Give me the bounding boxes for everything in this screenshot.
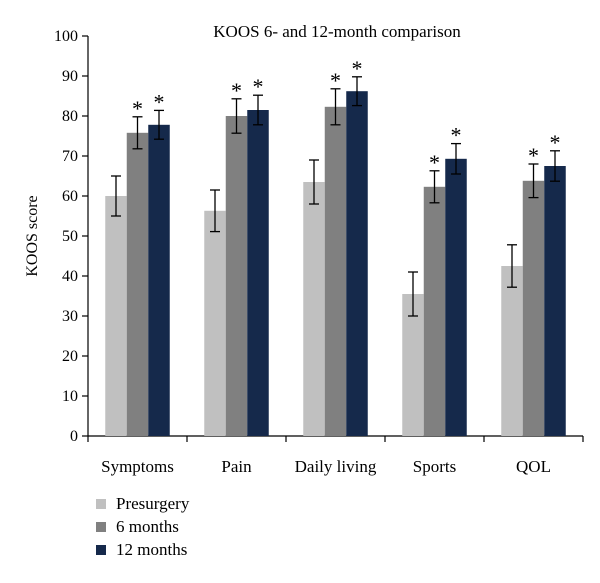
bar — [346, 91, 368, 436]
bar — [126, 132, 149, 437]
bar — [522, 180, 545, 436]
legend-swatch — [96, 522, 106, 532]
significance-star: * — [253, 74, 264, 99]
significance-star: * — [231, 78, 242, 103]
legend-label: 12 months — [116, 540, 187, 559]
bar — [204, 210, 226, 436]
legend-label: Presurgery — [116, 494, 190, 513]
y-tick-label: 60 — [62, 188, 78, 205]
x-tick-label: QOL — [516, 457, 551, 476]
y-tick-label: 0 — [70, 428, 78, 445]
plot-area: 0 10 20 30 40 50 60 70 80 90 100 * * Symptoms * * Pain * *… — [54, 28, 584, 476]
bar — [445, 158, 467, 437]
legend-swatch — [96, 499, 106, 509]
x-tick-label: Sports — [413, 457, 456, 476]
bar — [501, 266, 523, 436]
y-tick-label: 90 — [62, 68, 78, 85]
bar — [247, 110, 269, 436]
y-tick-label: 80 — [62, 108, 78, 125]
y-tick-label: 70 — [62, 148, 78, 165]
significance-star: * — [451, 123, 462, 148]
significance-star: * — [330, 68, 341, 93]
legend: Presurgery 6 months 12 months — [96, 494, 190, 559]
bar — [544, 166, 566, 436]
bar — [423, 186, 446, 436]
bar — [324, 106, 347, 437]
y-tick-label: 20 — [62, 348, 78, 365]
y-tick-label: 40 — [62, 268, 78, 285]
legend-swatch — [96, 545, 106, 555]
x-tick-label: Symptoms — [101, 457, 174, 476]
bar — [105, 196, 127, 436]
bar — [148, 124, 170, 437]
significance-star: * — [154, 89, 165, 114]
significance-star: * — [429, 150, 440, 175]
y-tick-label: 10 — [62, 388, 78, 405]
x-tick-label: Pain — [221, 457, 252, 476]
significance-star: * — [550, 130, 561, 155]
significance-star: * — [528, 143, 539, 168]
significance-star: * — [352, 56, 363, 81]
significance-star: * — [132, 96, 143, 121]
bar — [402, 294, 424, 436]
legend-label: 6 months — [116, 517, 179, 536]
x-tick-label: Daily living — [295, 457, 377, 476]
y-tick-label: 100 — [54, 28, 78, 45]
bar — [225, 116, 248, 436]
y-tick-label: 50 — [62, 228, 78, 245]
y-axis-label: KOOS score — [24, 195, 41, 276]
chart-title: KOOS 6- and 12-month comparison — [213, 22, 461, 41]
y-tick-label: 30 — [62, 308, 78, 325]
bar — [303, 182, 325, 436]
